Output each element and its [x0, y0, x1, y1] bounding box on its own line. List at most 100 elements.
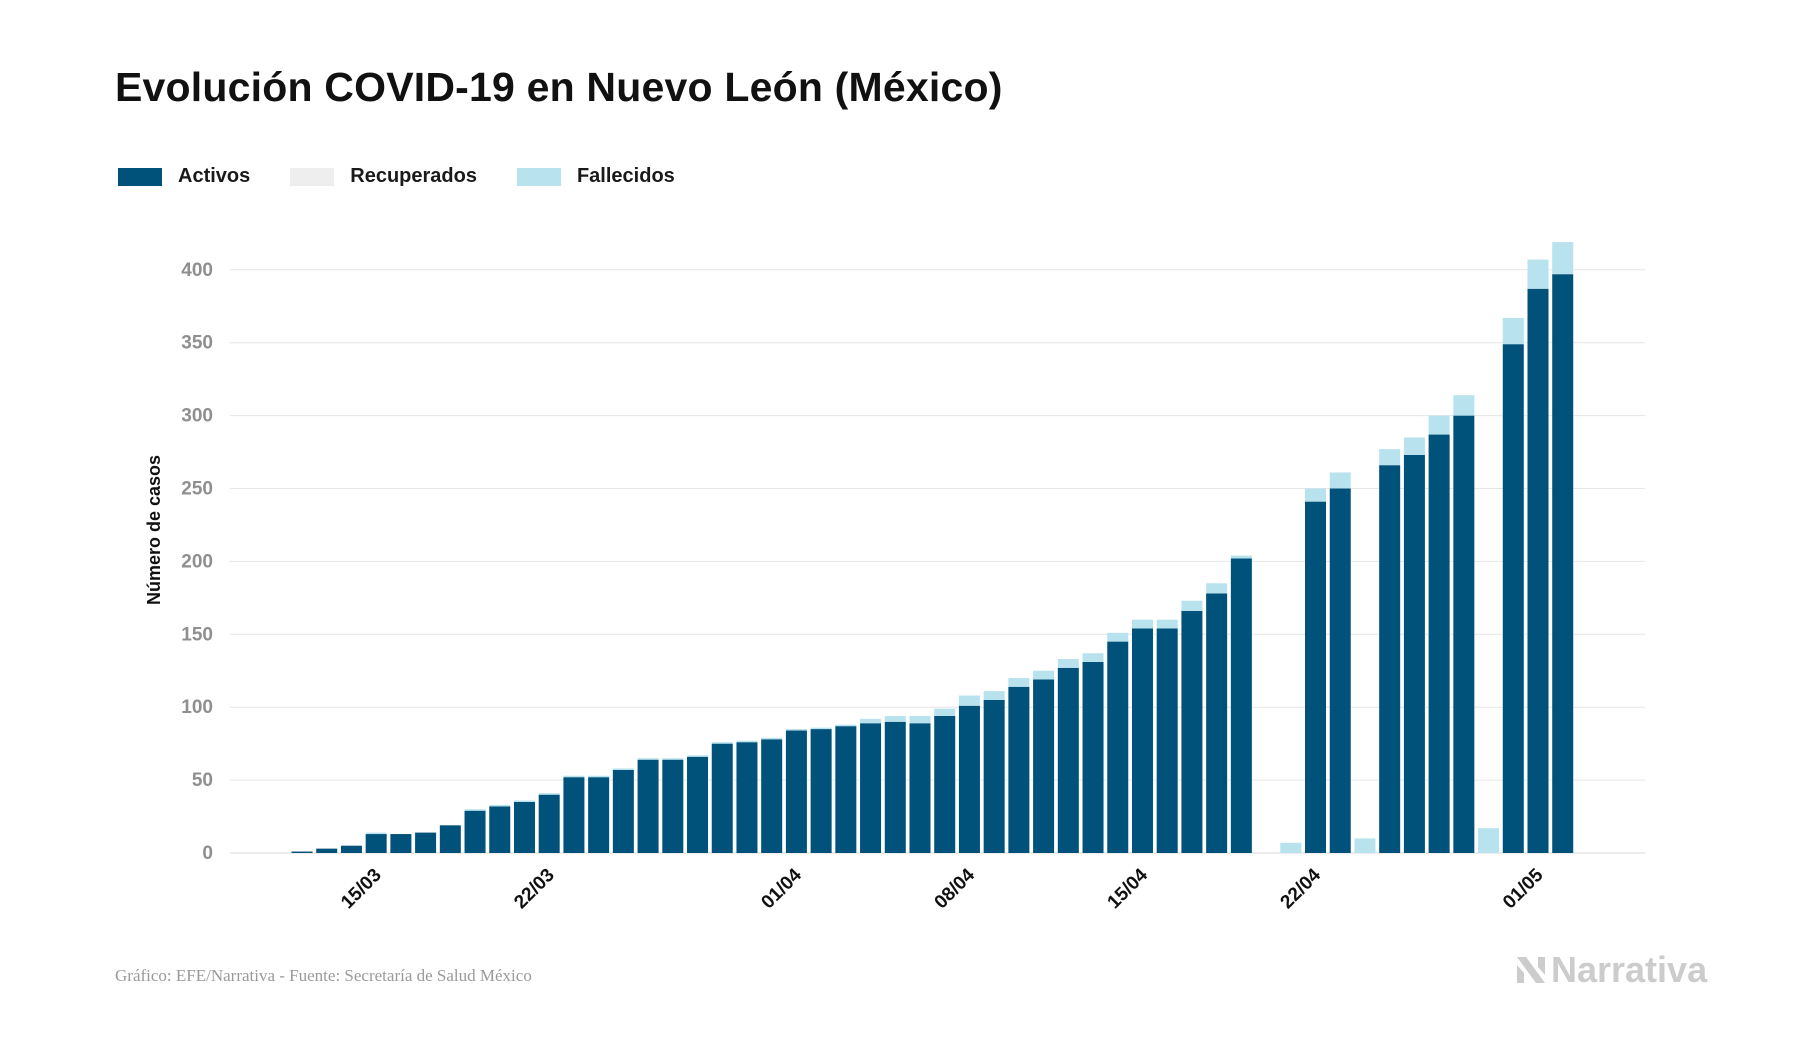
- bar-fallecidos-02-05: [1552, 242, 1574, 275]
- bar-fallecidos-26-04: [1403, 437, 1425, 455]
- bar-activos-19-03: [464, 810, 486, 853]
- bar-fallecidos-09-04: [983, 691, 1005, 700]
- bar-fallecidos-08-04: [958, 695, 980, 706]
- y-tick-label: 50: [192, 770, 213, 791]
- bar-activos-14-04: [1107, 641, 1129, 853]
- bar-activos-07-04: [934, 715, 956, 853]
- bar-fallecidos-22-04: [1305, 488, 1327, 502]
- bar-activos-18-04: [1206, 593, 1228, 853]
- x-tick-labels: 15/03 22/03 01/04 08/04 15/04 22/04 01/05: [337, 864, 1548, 913]
- bar-activos-19-04: [1230, 558, 1252, 853]
- bar-activos-10-04: [1008, 686, 1030, 853]
- bar-activos-01-04: [785, 730, 807, 853]
- y-tick-label: 200: [181, 551, 213, 572]
- bar-fallecidos-21-03: [513, 800, 535, 802]
- bar-fallecidos-27-03: [662, 758, 684, 760]
- bar-fallecidos-03-04: [835, 724, 857, 727]
- bar-activos-02-04: [810, 729, 832, 853]
- bar-fallecidos-05-04: [884, 715, 906, 722]
- legend: Activos Recuperados Fallecidos: [118, 165, 715, 188]
- bar-fallecidos-29-03: [711, 742, 733, 744]
- bar-fallecidos-15-03: [365, 832, 387, 835]
- bar-activos-26-04: [1403, 454, 1425, 853]
- bar-fallecidos-01-05: [1527, 259, 1549, 289]
- bar-fallecidos-23-03: [563, 775, 585, 778]
- legend-swatch-activos: [118, 167, 162, 186]
- bar-activos-06-04: [909, 723, 931, 853]
- bar-activos-27-03: [662, 759, 684, 853]
- narrativa-logo-icon: [1517, 957, 1545, 983]
- bar-activos-29-03: [711, 743, 733, 853]
- bar-fallecidos-21-04: [1280, 842, 1302, 853]
- legend-item-recuperados: Recuperados: [290, 165, 477, 188]
- bar-activos-30-04: [1502, 344, 1524, 853]
- y-tick-label: 300: [181, 406, 213, 427]
- bar-activos-04-04: [860, 723, 882, 853]
- bar-activos-05-04: [884, 721, 906, 853]
- bar-activos-13-03: [316, 848, 338, 853]
- bar-fallecidos-28-04: [1453, 395, 1475, 416]
- y-tick-label: 350: [181, 333, 213, 354]
- x-tick-label: 01/05: [1499, 864, 1548, 913]
- y-axis-label: Número de casos: [144, 455, 164, 605]
- bar-fallecidos-20-03: [489, 804, 511, 807]
- bar-activos-18-03: [439, 825, 461, 853]
- x-tick-label: 15/03: [337, 865, 385, 913]
- bar-activos-27-04: [1428, 434, 1450, 853]
- bar-activos-28-03: [687, 756, 709, 853]
- bar-activos-21-03: [513, 801, 535, 853]
- bar-fallecidos-19-04: [1230, 555, 1252, 559]
- bar-activos-28-04: [1453, 415, 1475, 853]
- bar-fallecidos-31-03: [761, 737, 783, 740]
- bar-activos-23-03: [563, 777, 585, 853]
- bar-activos-12-04: [1057, 667, 1079, 853]
- bar-activos-17-04: [1181, 610, 1203, 853]
- bar-fallecidos-06-04: [909, 715, 931, 724]
- bar-fallecidos-01-04: [785, 729, 807, 731]
- y-tick-label: 250: [181, 479, 213, 500]
- bar-activos-02-05: [1552, 274, 1574, 853]
- bar-activos-16-04: [1156, 628, 1178, 853]
- legend-item-fallecidos: Fallecidos: [516, 165, 675, 188]
- x-tick-label: 15/04: [1104, 864, 1153, 913]
- bar-activos-15-03: [365, 834, 387, 853]
- chart-title: Evolución COVID-19 en Nuevo León (México…: [115, 64, 1003, 110]
- x-tick-label: 22/04: [1277, 864, 1326, 913]
- bar-fallecidos-27-04: [1428, 415, 1450, 435]
- bar-fallecidos-12-04: [1057, 659, 1079, 668]
- bar-fallecidos-25-03: [612, 768, 634, 770]
- legend-label-fallecidos: Fallecidos: [576, 165, 675, 187]
- bar-activos-01-05: [1527, 288, 1549, 853]
- bar-fallecidos-07-04: [934, 708, 956, 716]
- y-tick-label: 150: [181, 624, 213, 645]
- bar-fallecidos-17-04: [1181, 600, 1203, 611]
- x-tick-label: 01/04: [757, 864, 806, 913]
- bar-activos-12-03: [291, 851, 313, 853]
- bar-activos-25-03: [612, 769, 634, 853]
- bar-fallecidos-02-04: [810, 727, 832, 730]
- footer-source: Gráfico: EFE/Narrativa - Fuente: Secreta…: [115, 966, 532, 985]
- bar-activos-14-03: [340, 845, 362, 853]
- bar-activos-09-04: [983, 699, 1005, 853]
- bar-activos-08-04: [958, 705, 980, 853]
- x-tick-label: 08/04: [931, 864, 980, 913]
- bar-fallecidos-24-04: [1354, 838, 1376, 853]
- bar-activos-15-04: [1131, 628, 1153, 853]
- narrativa-logo: Narrativa: [1515, 949, 1707, 991]
- bar-activos-17-03: [415, 832, 437, 853]
- x-tick-label: 22/03: [510, 865, 558, 913]
- bar-fallecidos-10-04: [1008, 678, 1030, 687]
- y-tick-label: 400: [181, 260, 213, 281]
- bar-activos-20-03: [489, 806, 511, 853]
- bar-fallecidos-22-03: [538, 793, 560, 795]
- bar-activos-22-03: [538, 794, 560, 853]
- bar-activos-23-04: [1329, 488, 1351, 853]
- bar-fallecidos-13-04: [1082, 653, 1104, 663]
- bar-activos-13-04: [1082, 662, 1104, 853]
- bar-activos-22-04: [1305, 501, 1327, 853]
- legend-label-recuperados: Recuperados: [350, 165, 477, 187]
- bar-activos-03-04: [835, 726, 857, 853]
- bar-activos-26-03: [637, 759, 659, 853]
- bar-fallecidos-24-03: [588, 775, 610, 778]
